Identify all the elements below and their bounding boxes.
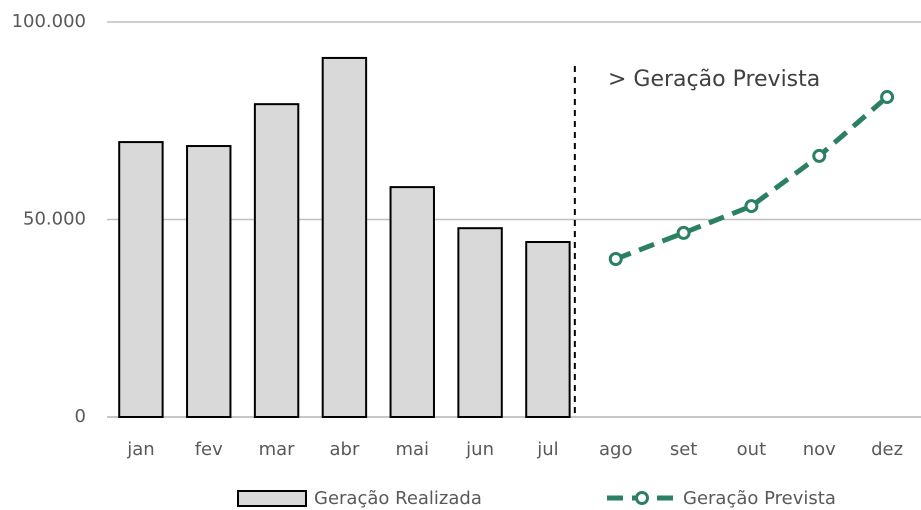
x-tick-label: jul xyxy=(536,439,558,460)
x-tick-label: jan xyxy=(126,439,154,460)
bar xyxy=(253,103,300,418)
marker xyxy=(676,225,691,240)
x-tick-label: jun xyxy=(465,439,494,460)
bar xyxy=(457,227,503,418)
marker xyxy=(880,90,895,105)
y-tick-label: 0 xyxy=(75,406,86,427)
annotation: > Geração Prevista xyxy=(608,67,820,92)
marker xyxy=(812,148,827,163)
marker xyxy=(744,199,759,214)
bar xyxy=(186,145,232,418)
x-tick-label: fev xyxy=(195,439,223,460)
x-tick-label: ago xyxy=(599,439,632,460)
x-tick-label: mai xyxy=(395,439,429,460)
bar xyxy=(118,141,164,419)
legend-label: Geração Realizada xyxy=(314,488,482,509)
bar xyxy=(525,241,571,418)
x-tick-label: mar xyxy=(259,439,296,460)
line xyxy=(614,95,889,262)
x-tick-label: nov xyxy=(803,439,836,460)
x-tick-label: abr xyxy=(329,439,359,460)
marker xyxy=(608,252,623,266)
y-tick-label: 100.000 xyxy=(12,11,86,32)
legend-swatch xyxy=(237,490,307,507)
legend-marker xyxy=(635,491,649,505)
bar xyxy=(321,56,368,418)
x-tick-label: set xyxy=(670,439,698,460)
x-tick-label: out xyxy=(737,439,766,460)
legend-label: Geração Prevista xyxy=(683,488,836,509)
y-tick-label: 50.000 xyxy=(23,209,86,230)
x-tick-label: dez xyxy=(871,439,903,460)
bar xyxy=(389,186,435,418)
